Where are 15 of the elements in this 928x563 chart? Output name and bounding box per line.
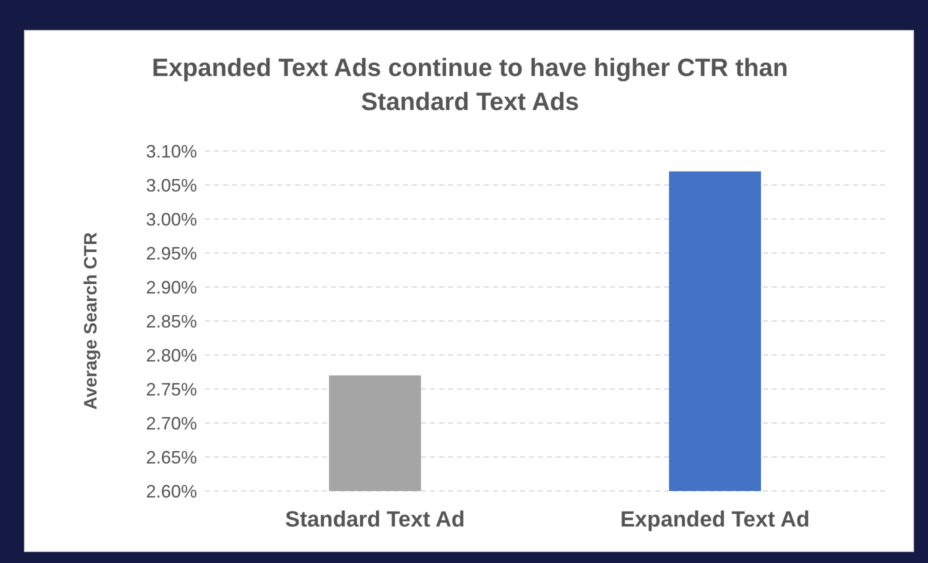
chart-title: Expanded Text Ads continue to have higher CTR than Standard Text Ads — [150, 53, 790, 118]
y-tick-label: 2.65% — [146, 447, 197, 468]
y-tick-label: 2.85% — [146, 311, 197, 332]
y-tick-label: 3.10% — [146, 141, 197, 162]
y-tick-label: 2.95% — [146, 243, 197, 264]
x-tick-label: Expanded Text Ad — [620, 506, 810, 532]
y-tick-label: 2.75% — [146, 379, 197, 400]
x-tick-label: Standard Text Ad — [285, 506, 465, 532]
y-tick-label: 3.00% — [146, 209, 197, 230]
y-tick-label: 3.05% — [146, 175, 197, 196]
y-tick-label: 2.90% — [146, 277, 197, 298]
y-axis-title: Average Search CTR — [80, 232, 100, 410]
y-tick-label: 2.80% — [146, 345, 197, 366]
y-tick-label: 2.60% — [146, 481, 197, 502]
y-tick-label: 2.70% — [146, 413, 197, 434]
